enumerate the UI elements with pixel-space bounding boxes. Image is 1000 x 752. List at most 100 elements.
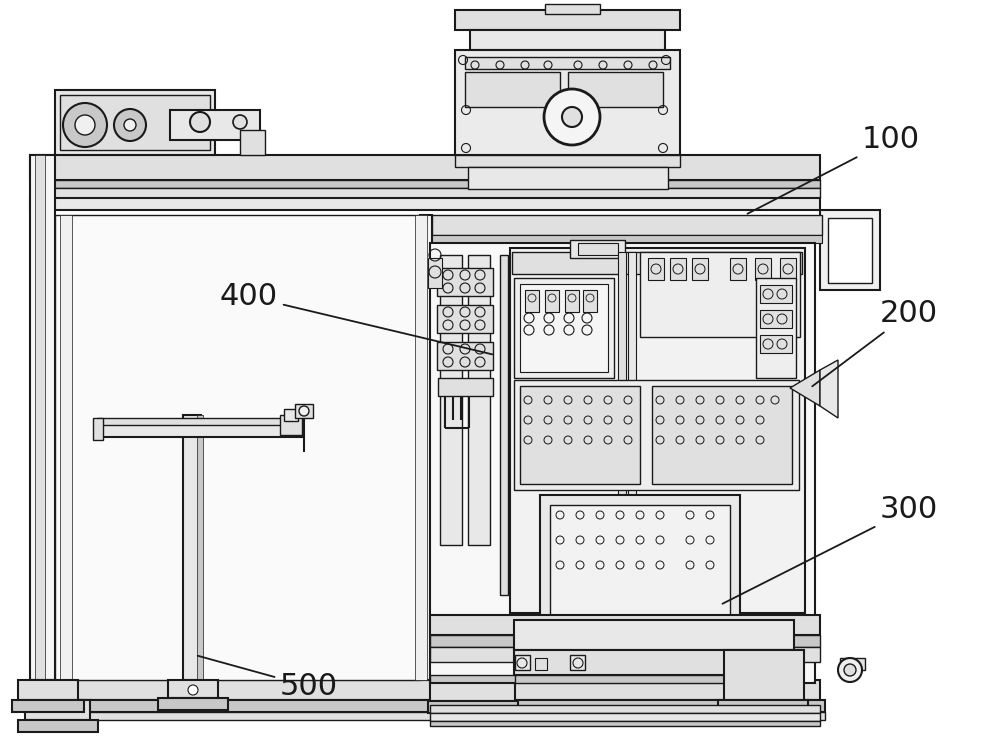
Circle shape [190, 112, 210, 132]
Bar [12, 700, 84, 712]
Bar [514, 650, 794, 675]
Bar [30, 155, 820, 180]
Polygon shape [820, 360, 838, 418]
Bar [718, 700, 808, 712]
Bar [35, 155, 45, 680]
Bar [525, 290, 539, 312]
Bar [438, 378, 493, 396]
Bar [756, 278, 796, 378]
Circle shape [599, 61, 607, 69]
Bar [640, 252, 800, 337]
Bar [430, 683, 515, 701]
Bar [430, 705, 820, 713]
Bar [515, 655, 530, 670]
Text: 500: 500 [198, 656, 338, 701]
Bar [470, 30, 665, 50]
Bar [430, 713, 820, 721]
Bar [780, 258, 796, 280]
Bar [670, 258, 686, 280]
Bar [437, 342, 493, 370]
Bar [30, 155, 55, 680]
Bar [540, 495, 740, 625]
Bar [520, 386, 640, 484]
Bar [30, 188, 820, 198]
Bar [415, 215, 427, 680]
Bar [468, 167, 668, 189]
Bar [432, 215, 822, 235]
Bar [828, 218, 872, 283]
Bar [430, 635, 820, 647]
Bar [430, 615, 820, 635]
Bar [455, 50, 680, 155]
Bar [820, 210, 880, 290]
Bar [652, 386, 792, 484]
Bar [570, 240, 625, 258]
Bar [25, 700, 825, 712]
Bar [420, 215, 432, 680]
Bar [514, 675, 794, 683]
Text: 300: 300 [722, 495, 938, 604]
Circle shape [574, 61, 582, 69]
Bar [755, 258, 771, 280]
Bar [628, 252, 636, 542]
Bar [25, 712, 825, 720]
Bar [583, 290, 597, 312]
Circle shape [75, 115, 95, 135]
Circle shape [471, 61, 479, 69]
Bar [430, 647, 820, 662]
Circle shape [624, 61, 632, 69]
Circle shape [544, 89, 600, 145]
Bar [55, 90, 215, 155]
Bar [18, 720, 98, 732]
Bar [60, 215, 72, 680]
Bar [197, 415, 203, 680]
Bar [692, 258, 708, 280]
Text: 200: 200 [812, 299, 938, 387]
Bar [545, 4, 600, 14]
Circle shape [114, 109, 146, 141]
Bar [158, 698, 228, 710]
Bar [565, 290, 579, 312]
Circle shape [838, 658, 862, 682]
Bar [284, 409, 298, 421]
Circle shape [562, 107, 582, 127]
Circle shape [649, 61, 657, 69]
Bar [430, 721, 820, 726]
Bar [455, 10, 680, 30]
Bar [428, 701, 518, 713]
Bar [30, 198, 820, 210]
Bar [97, 423, 302, 437]
Bar [437, 268, 493, 296]
Bar [514, 380, 799, 490]
Bar [568, 72, 663, 107]
Bar [760, 285, 792, 303]
Bar [183, 415, 201, 680]
Bar [618, 252, 626, 542]
Bar [724, 650, 804, 700]
Bar [55, 215, 420, 680]
Bar [25, 700, 90, 720]
Bar [760, 335, 792, 353]
Circle shape [521, 61, 529, 69]
Bar [514, 278, 614, 378]
Polygon shape [790, 370, 820, 406]
Circle shape [496, 61, 504, 69]
Bar [240, 130, 265, 155]
Bar [97, 418, 302, 425]
Bar [295, 404, 313, 418]
Bar [730, 258, 746, 280]
Bar [570, 655, 585, 670]
Bar [648, 258, 664, 280]
Circle shape [299, 406, 309, 416]
Bar [500, 255, 508, 595]
Circle shape [124, 119, 136, 131]
Bar [514, 620, 794, 650]
Bar [550, 505, 730, 615]
Circle shape [544, 61, 552, 69]
Bar [440, 255, 462, 545]
Bar [512, 252, 802, 274]
Bar [430, 243, 815, 683]
Text: 400: 400 [220, 282, 492, 354]
Bar [432, 235, 822, 243]
Bar [510, 248, 805, 613]
